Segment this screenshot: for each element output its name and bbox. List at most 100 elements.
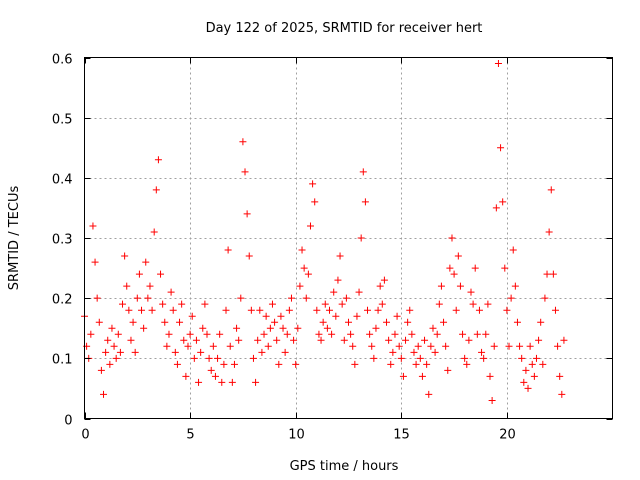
data-point bbox=[216, 330, 224, 338]
data-point bbox=[345, 318, 352, 326]
data-point bbox=[340, 336, 348, 344]
data-point bbox=[178, 300, 186, 308]
data-point bbox=[188, 312, 196, 320]
data-point bbox=[518, 354, 526, 362]
data-point bbox=[152, 186, 160, 194]
data-point bbox=[266, 324, 274, 332]
data-point bbox=[440, 318, 448, 326]
data-point bbox=[484, 300, 492, 308]
data-point bbox=[106, 360, 114, 368]
data-point bbox=[102, 348, 110, 356]
data-point bbox=[406, 306, 414, 314]
data-point bbox=[287, 294, 295, 302]
y-tick-label: 0.6 bbox=[52, 53, 73, 68]
data-point bbox=[173, 360, 181, 368]
data-point bbox=[125, 306, 133, 314]
data-point bbox=[148, 306, 156, 314]
data-point bbox=[551, 306, 559, 314]
data-point bbox=[549, 270, 557, 278]
data-point bbox=[138, 306, 146, 314]
data-point bbox=[374, 306, 382, 314]
data-point bbox=[91, 258, 99, 266]
data-point bbox=[389, 348, 397, 356]
data-point bbox=[262, 312, 270, 320]
data-point bbox=[268, 300, 276, 308]
data-point bbox=[275, 360, 283, 368]
data-point bbox=[376, 282, 384, 290]
data-point bbox=[393, 312, 401, 320]
data-point bbox=[110, 342, 118, 350]
data-point bbox=[319, 318, 327, 326]
data-point bbox=[450, 270, 458, 278]
data-point bbox=[338, 300, 346, 308]
data-point bbox=[509, 246, 517, 254]
data-point bbox=[539, 360, 547, 368]
data-point bbox=[353, 312, 361, 320]
data-point bbox=[397, 354, 405, 362]
data-point bbox=[427, 342, 435, 350]
data-point bbox=[205, 354, 213, 362]
data-point bbox=[222, 306, 230, 314]
data-point bbox=[414, 342, 422, 350]
data-point bbox=[264, 342, 272, 350]
data-point bbox=[140, 324, 148, 332]
data-point bbox=[330, 288, 338, 296]
data-point bbox=[121, 252, 129, 260]
data-point bbox=[516, 342, 524, 350]
data-point bbox=[220, 360, 228, 368]
data-point bbox=[296, 282, 304, 290]
data-point bbox=[351, 360, 359, 368]
data-point bbox=[154, 156, 162, 164]
data-point bbox=[433, 330, 441, 338]
data-point bbox=[247, 306, 255, 314]
data-point bbox=[475, 306, 483, 314]
data-point bbox=[511, 282, 519, 290]
data-point bbox=[292, 360, 300, 368]
data-point bbox=[355, 288, 363, 296]
data-point bbox=[359, 168, 367, 176]
data-point bbox=[532, 354, 540, 362]
data-point bbox=[488, 396, 496, 404]
data-point bbox=[116, 348, 124, 356]
data-point bbox=[89, 222, 97, 230]
data-point bbox=[123, 282, 131, 290]
data-point bbox=[135, 270, 143, 278]
data-point bbox=[165, 330, 173, 338]
data-point bbox=[423, 360, 431, 368]
data-point bbox=[347, 330, 355, 338]
data-point bbox=[256, 306, 264, 314]
data-point bbox=[456, 282, 464, 290]
data-point bbox=[190, 354, 198, 362]
data-point bbox=[252, 378, 260, 386]
data-point bbox=[254, 336, 262, 344]
data-point bbox=[526, 342, 534, 350]
data-point bbox=[203, 330, 211, 338]
data-point bbox=[197, 348, 205, 356]
data-point bbox=[490, 342, 498, 350]
data-point bbox=[304, 270, 312, 278]
data-point bbox=[349, 342, 357, 350]
data-point bbox=[378, 300, 386, 308]
data-point bbox=[142, 258, 150, 266]
data-point bbox=[334, 276, 342, 284]
data-point bbox=[478, 348, 486, 356]
data-point bbox=[497, 144, 505, 152]
x-tick-label: 15 bbox=[393, 428, 410, 443]
data-point bbox=[480, 354, 488, 362]
data-point bbox=[399, 372, 407, 380]
data-point bbox=[169, 306, 177, 314]
data-point bbox=[387, 360, 395, 368]
data-point bbox=[184, 342, 192, 350]
data-point bbox=[469, 300, 477, 308]
data-point bbox=[520, 378, 528, 386]
data-point bbox=[146, 282, 154, 290]
data-point bbox=[463, 360, 471, 368]
data-point bbox=[171, 348, 179, 356]
data-point bbox=[321, 300, 329, 308]
data-point bbox=[545, 228, 553, 236]
data-point bbox=[306, 222, 314, 230]
data-point bbox=[522, 366, 530, 374]
data-point bbox=[416, 354, 424, 362]
data-point bbox=[435, 300, 443, 308]
